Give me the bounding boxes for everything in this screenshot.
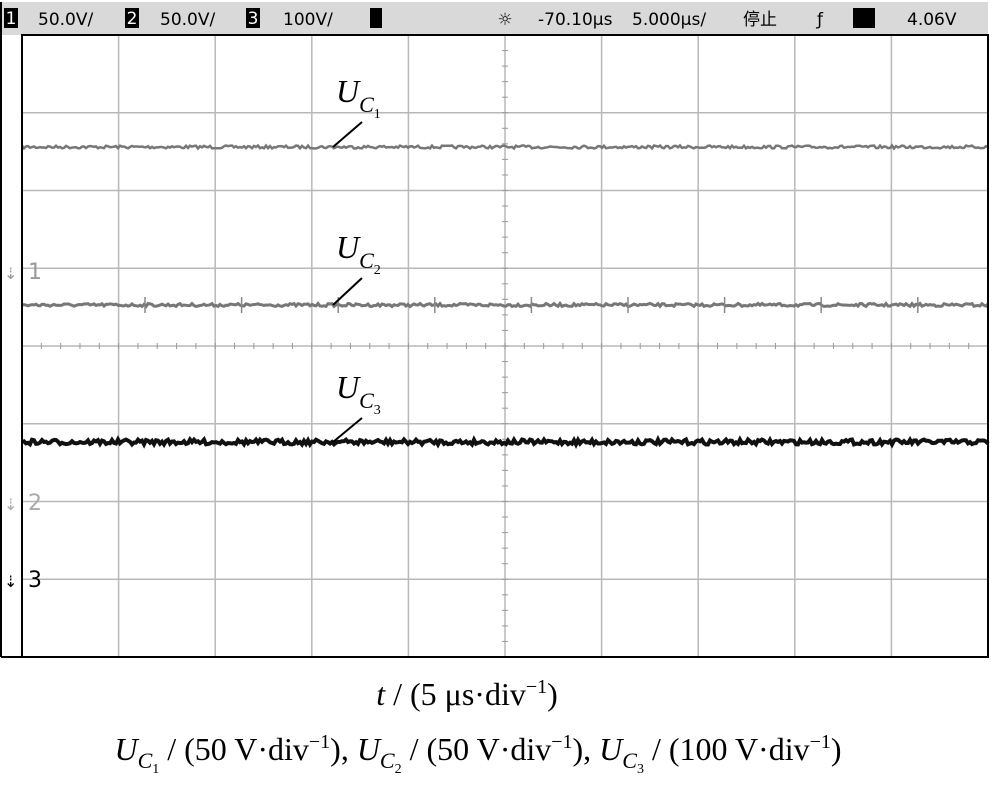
channel-number: 1: [6, 9, 17, 29]
leader-line: [332, 121, 363, 148]
trace: [20, 143, 989, 151]
exponent: −1: [810, 731, 831, 753]
exponent: −1: [309, 731, 330, 753]
trace-label: UC2: [336, 229, 381, 278]
subscript: C: [359, 248, 374, 273]
x-caption: t / (5 μs·div−1): [376, 676, 558, 712]
delay: -70.10µs: [538, 10, 613, 30]
end: ),: [330, 731, 357, 767]
leader-line: [332, 417, 363, 443]
channel-badge: [125, 8, 139, 28]
sub-subscript: 2: [395, 762, 402, 777]
subscript: C: [138, 748, 153, 773]
channel-number: 2: [127, 9, 138, 29]
sub-subscript: 3: [637, 762, 644, 777]
end: ): [547, 676, 558, 712]
sub-subscript: 3: [374, 403, 381, 418]
trace-label: UC1: [336, 73, 381, 122]
trace: [21, 434, 990, 449]
trace-label: UC3: [336, 369, 381, 418]
text: / (50 V·div: [402, 731, 552, 767]
status: 停止: [743, 10, 777, 30]
symbol: U: [336, 229, 361, 265]
sub-subscript: 1: [152, 762, 159, 777]
symbol: U: [599, 731, 624, 767]
trigger-level: 4.06V: [907, 10, 957, 30]
symbol: U: [336, 73, 361, 109]
exponent: −1: [551, 731, 572, 753]
screen-border: [21, 34, 989, 658]
trace: [21, 300, 990, 309]
channel-scale: 50.0V/: [38, 10, 93, 30]
y-caption: UC1 / (50 V·div−1), UC2 / (50 V·div−1), …: [114, 731, 841, 777]
channel-marker: 3: [28, 568, 42, 593]
symbol: t: [376, 676, 386, 712]
header: 1 50.0V/ 2 50.0V/ 3 100V/ ☼ -70.10µs 5.0…: [4, 8, 957, 30]
sub-subscript: 1: [374, 107, 381, 122]
channel-arrow: ⇣: [4, 572, 17, 591]
channel-arrow: ⇣: [4, 264, 17, 283]
text: / (100 V·div: [644, 731, 810, 767]
channel-marker: 2: [28, 491, 42, 516]
symbol: U: [114, 731, 139, 767]
leader-line: [332, 277, 363, 306]
grid: [21, 34, 989, 658]
sub-subscript: 2: [374, 263, 381, 278]
channel-number: 3: [248, 9, 259, 29]
header-bar: [2, 2, 988, 35]
channel-badge: [4, 8, 18, 28]
trigger-badge: [853, 8, 875, 28]
subscript: C: [359, 92, 374, 117]
subscript: C: [359, 388, 374, 413]
channel-badge: [370, 8, 382, 28]
channel-badge: [246, 8, 260, 28]
exponent: −1: [526, 676, 547, 698]
text: / (50 V·div: [159, 731, 309, 767]
trigger-icon: ☼: [497, 10, 512, 30]
channel-marker: 1: [28, 260, 42, 285]
end: ),: [573, 731, 600, 767]
channel-scale: 100V/: [283, 10, 333, 30]
symbol: U: [336, 369, 361, 405]
trigger-edge: ƒ: [815, 10, 824, 30]
channel-arrow: ⇣: [4, 495, 17, 514]
timebase: 5.000µs/: [632, 10, 706, 30]
subscript: C: [380, 748, 395, 773]
symbol: U: [357, 731, 382, 767]
text: / (5 μs·div: [385, 676, 526, 712]
channel-scale: 50.0V/: [160, 10, 215, 30]
end: ): [831, 731, 842, 767]
traces: [20, 143, 990, 449]
subscript: C: [622, 748, 637, 773]
